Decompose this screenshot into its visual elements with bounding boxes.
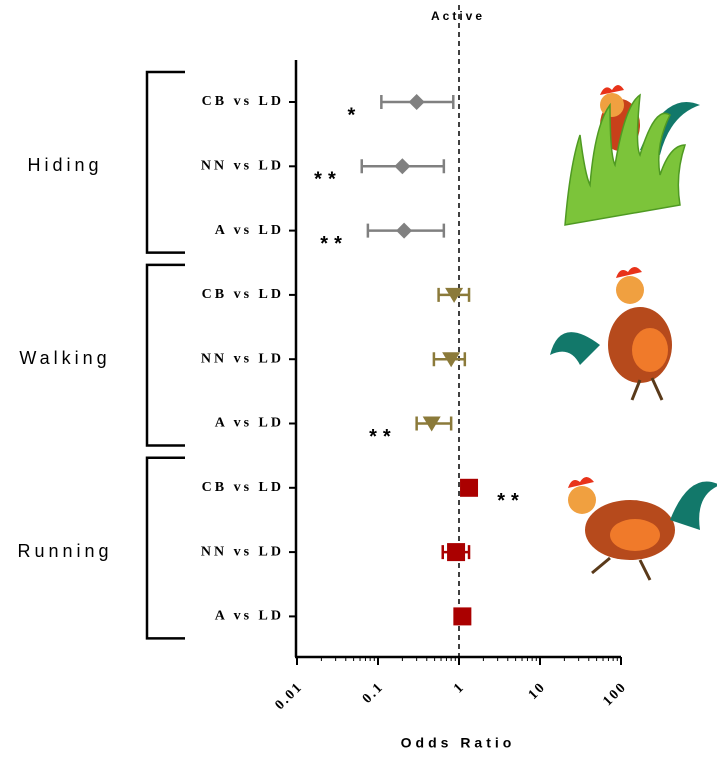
group-label: Running [17,541,112,561]
chart: Active Odds Ratio 0.01 0.1 1 10 100 Hiding CB … [0,0,717,754]
group-bracket [147,265,185,446]
group-bracket [147,72,185,253]
illustrations [550,85,717,580]
x-tick-label: 1 [451,679,468,696]
x-tick-label: 10 [526,679,549,702]
significance: ** [369,426,397,448]
row-label: A vs LD [215,223,284,238]
point [409,94,425,110]
significance: ** [497,490,525,512]
row-label: NN vs LD [201,351,284,366]
row-label: A vs LD [215,416,284,431]
row-label: CB vs LD [202,287,284,302]
group-label: Walking [19,348,110,368]
significance: ** [320,233,348,255]
point [447,543,465,561]
group-label: Hiding [27,155,102,175]
x-tick-label: 100 [600,679,630,709]
row-label: NN vs LD [201,159,284,174]
chart-title: Active [431,9,485,23]
significance: ** [314,169,342,191]
row-label: A vs LD [215,609,284,624]
point [460,479,478,497]
x-axis-label: Odds Ratio [401,735,516,751]
x-tick-label: 0.1 [360,679,387,706]
x-tick-label: 0.01 [273,679,307,713]
point [396,223,412,239]
group-bracket [147,458,185,639]
row-label: NN vs LD [201,544,284,559]
point [453,607,471,625]
row-label: CB vs LD [202,94,284,109]
row-label: CB vs LD [202,480,284,495]
significance: * [348,104,362,126]
point [394,158,410,174]
